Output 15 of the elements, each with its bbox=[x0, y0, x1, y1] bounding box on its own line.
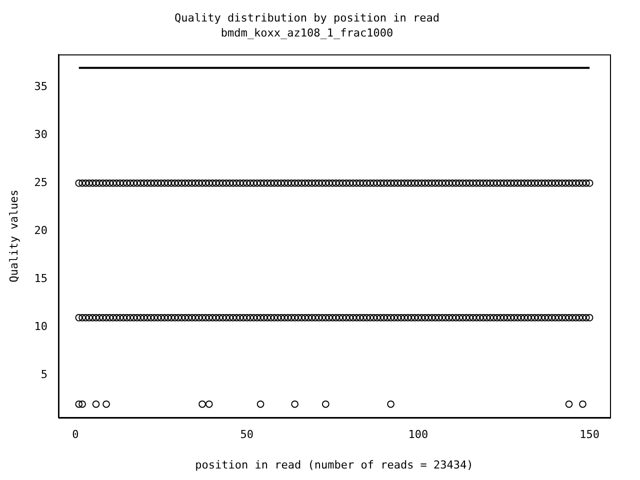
y-tick-label: 30 bbox=[34, 128, 48, 141]
y-tick-label: 35 bbox=[34, 80, 48, 93]
chart-subtitle: bmdm_koxx_az108_1_frac1000 bbox=[220, 26, 394, 40]
y-axis-title: Quality values bbox=[7, 190, 20, 282]
y-tick-label: 5 bbox=[40, 368, 48, 382]
y-tick-label: 15 bbox=[34, 272, 48, 286]
x-axis-title: position in read (number of reads = 23434) bbox=[195, 458, 474, 472]
chart-title: Quality distribution by position in read bbox=[174, 11, 440, 24]
y-tick-label: 20 bbox=[34, 224, 48, 238]
x-tick-label: 0 bbox=[72, 428, 79, 442]
x-tick-label: 50 bbox=[240, 428, 254, 442]
x-tick-label: 150 bbox=[580, 428, 600, 442]
y-tick-label: 25 bbox=[34, 176, 48, 190]
y-tick-label: 10 bbox=[34, 320, 48, 334]
x-tick-label: 100 bbox=[408, 428, 428, 442]
